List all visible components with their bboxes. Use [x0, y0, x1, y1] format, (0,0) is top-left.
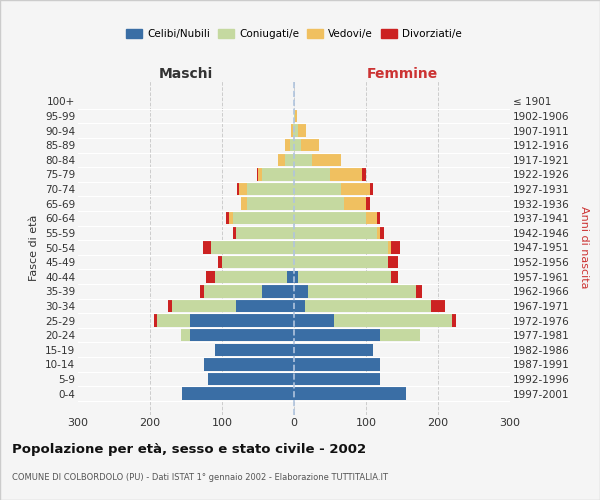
Bar: [294, 358, 380, 370]
Bar: [222, 256, 294, 268]
Bar: [241, 198, 247, 210]
Bar: [294, 270, 298, 283]
Bar: [206, 270, 215, 283]
Bar: [312, 154, 341, 166]
Bar: [362, 168, 366, 180]
Bar: [366, 198, 370, 210]
Bar: [452, 314, 456, 326]
Text: Popolazione per età, sesso e stato civile - 2002: Popolazione per età, sesso e stato civil…: [12, 442, 366, 456]
Text: Femmine: Femmine: [367, 67, 437, 81]
Bar: [366, 212, 377, 224]
Bar: [218, 256, 222, 268]
Bar: [388, 256, 398, 268]
Legend: Celibi/Nubili, Coniugati/e, Vedovi/e, Divorziati/e: Celibi/Nubili, Coniugati/e, Vedovi/e, Di…: [122, 25, 466, 44]
Bar: [294, 314, 334, 326]
Bar: [157, 314, 190, 326]
Bar: [181, 329, 190, 342]
Bar: [236, 226, 294, 239]
Bar: [168, 300, 172, 312]
Y-axis label: Fasce di età: Fasce di età: [29, 214, 40, 280]
Bar: [294, 373, 380, 385]
Bar: [233, 226, 236, 239]
Bar: [204, 285, 262, 298]
Bar: [388, 242, 391, 254]
Bar: [308, 285, 416, 298]
Bar: [294, 183, 341, 196]
Text: COMUNE DI COLBORDOLO (PU) - Dati ISTAT 1° gennaio 2002 - Elaborazione TUTTITALIA: COMUNE DI COLBORDOLO (PU) - Dati ISTAT 1…: [12, 472, 388, 482]
Bar: [341, 183, 370, 196]
Bar: [215, 270, 287, 283]
Bar: [190, 314, 294, 326]
Bar: [416, 285, 422, 298]
Bar: [294, 329, 380, 342]
Bar: [391, 242, 400, 254]
Bar: [391, 270, 398, 283]
Bar: [203, 242, 211, 254]
Bar: [236, 300, 294, 312]
Bar: [247, 183, 294, 196]
Bar: [377, 226, 380, 239]
Bar: [294, 300, 305, 312]
Bar: [431, 300, 445, 312]
Bar: [294, 139, 301, 151]
Bar: [200, 285, 204, 298]
Bar: [262, 168, 294, 180]
Bar: [233, 212, 294, 224]
Bar: [294, 212, 366, 224]
Bar: [294, 110, 295, 122]
Bar: [294, 285, 308, 298]
Bar: [305, 300, 431, 312]
Bar: [204, 358, 294, 370]
Y-axis label: Anni di nascita: Anni di nascita: [579, 206, 589, 288]
Bar: [294, 388, 406, 400]
Bar: [211, 242, 294, 254]
Bar: [291, 124, 293, 137]
Bar: [301, 139, 319, 151]
Bar: [237, 183, 239, 196]
Bar: [380, 329, 420, 342]
Bar: [287, 270, 294, 283]
Bar: [334, 314, 452, 326]
Bar: [290, 139, 294, 151]
Bar: [215, 344, 294, 356]
Bar: [229, 212, 233, 224]
Bar: [262, 285, 294, 298]
Bar: [295, 110, 297, 122]
Bar: [377, 212, 380, 224]
Bar: [294, 124, 298, 137]
Bar: [294, 226, 377, 239]
Bar: [247, 198, 294, 210]
Bar: [294, 154, 312, 166]
Bar: [239, 183, 247, 196]
Bar: [172, 300, 236, 312]
Bar: [298, 270, 391, 283]
Bar: [278, 154, 286, 166]
Bar: [226, 212, 229, 224]
Bar: [370, 183, 373, 196]
Bar: [258, 168, 262, 180]
Bar: [298, 124, 306, 137]
Bar: [208, 373, 294, 385]
Bar: [294, 344, 373, 356]
Text: Maschi: Maschi: [159, 67, 213, 81]
Bar: [284, 139, 290, 151]
Bar: [294, 242, 388, 254]
Bar: [330, 168, 362, 180]
Bar: [286, 154, 294, 166]
Bar: [294, 198, 344, 210]
Bar: [190, 329, 294, 342]
Bar: [380, 226, 384, 239]
Bar: [294, 168, 330, 180]
Bar: [182, 388, 294, 400]
Bar: [294, 256, 388, 268]
Bar: [154, 314, 157, 326]
Bar: [293, 124, 294, 137]
Bar: [344, 198, 366, 210]
Bar: [257, 168, 258, 180]
